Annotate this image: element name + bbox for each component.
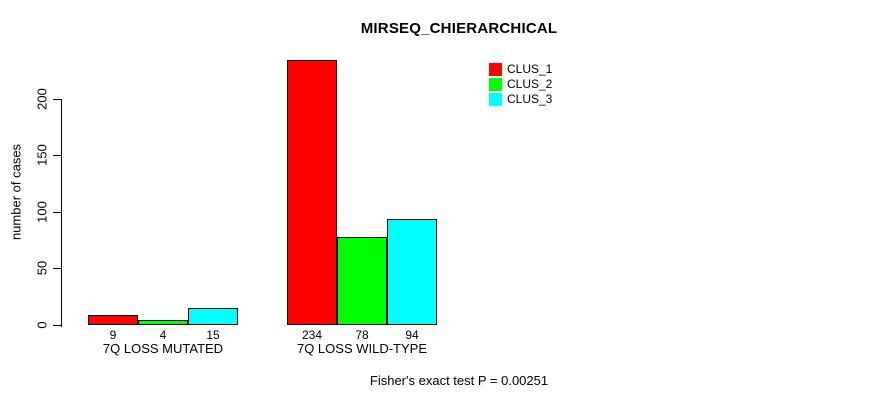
y-axis-tick-label: 100	[34, 201, 50, 223]
bar-clus_2-group1	[138, 320, 188, 325]
legend-item: CLUS_3	[489, 92, 552, 107]
legend-item: CLUS_2	[489, 77, 552, 92]
bar-clus_3-group1	[188, 308, 238, 325]
y-axis-tick-label: 150	[34, 144, 50, 166]
bar-value-label: 234	[301, 328, 323, 342]
bar-value-label: 94	[405, 328, 419, 342]
legend-swatch	[489, 93, 502, 106]
bar-clus_1-group2	[287, 60, 337, 325]
y-axis-tick-label: 200	[34, 88, 50, 110]
legend-swatch	[489, 63, 502, 76]
category-label: 7Q LOSS WILD-TYPE	[296, 341, 428, 356]
y-axis-tick-label: 0	[34, 321, 50, 329]
y-axis-tick	[53, 325, 61, 326]
y-axis-tick	[53, 99, 61, 100]
y-axis-label: number of cases	[8, 143, 24, 241]
chart-title: MIRSEQ_CHIERARCHICAL	[360, 20, 558, 37]
legend: CLUS_1 CLUS_2 CLUS_3	[489, 62, 552, 107]
y-axis-tick	[53, 155, 61, 156]
legend-label: CLUS_1	[507, 62, 553, 76]
bar-clus_2-group2	[337, 237, 387, 325]
legend-swatch	[489, 78, 502, 91]
bar-value-label: 78	[355, 328, 369, 342]
bar-clus_1-group1	[88, 315, 138, 325]
legend-label: CLUS_2	[507, 77, 553, 91]
legend-item: CLUS_1	[489, 62, 552, 77]
y-axis-tick-label: 50	[34, 260, 50, 276]
y-axis-line	[61, 99, 62, 327]
y-axis-tick	[53, 212, 61, 213]
category-label: 7Q LOSS MUTATED	[102, 341, 224, 356]
bar-clus_3-group2	[387, 219, 437, 325]
annotation-text: Fisher's exact test P = 0.00251	[369, 373, 549, 388]
y-axis-tick	[53, 268, 61, 269]
legend-label: CLUS_3	[507, 92, 553, 106]
bar-value-label: 15	[206, 328, 220, 342]
bar-value-label: 9	[109, 328, 117, 342]
bar-value-label: 4	[159, 328, 167, 342]
